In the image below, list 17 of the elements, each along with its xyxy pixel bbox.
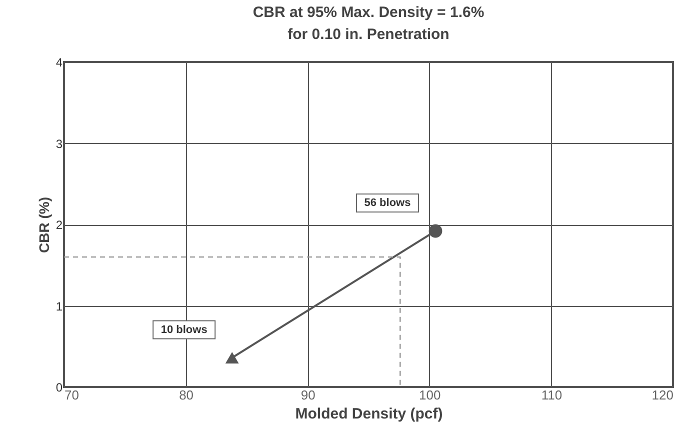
text: CBR at 95% Max. Density = 1.6%: [252, 4, 484, 21]
text: 56 blows: [364, 197, 411, 209]
y-tick-label: 0: [56, 380, 63, 394]
y-tick-label: 3: [56, 136, 63, 151]
x-axis-title: Molded Density (pcf): [295, 406, 443, 422]
x-tick-label: 70: [64, 388, 79, 402]
y-axis-title: CBR (%): [36, 197, 52, 253]
x-tick-label: 120: [652, 388, 674, 402]
text: 10 blows: [160, 324, 208, 336]
x-tick-label: 100: [419, 388, 441, 402]
y-tick-label: 4: [56, 56, 63, 70]
y-tick-label: 2: [56, 218, 63, 232]
y-tick-label: 1: [56, 299, 63, 314]
x-tick-label: 110: [541, 388, 562, 402]
x-tick-label: 90: [300, 388, 316, 402]
text: for 0.10 in. Penetration: [288, 26, 450, 43]
x-tick-label: 80: [179, 388, 194, 402]
